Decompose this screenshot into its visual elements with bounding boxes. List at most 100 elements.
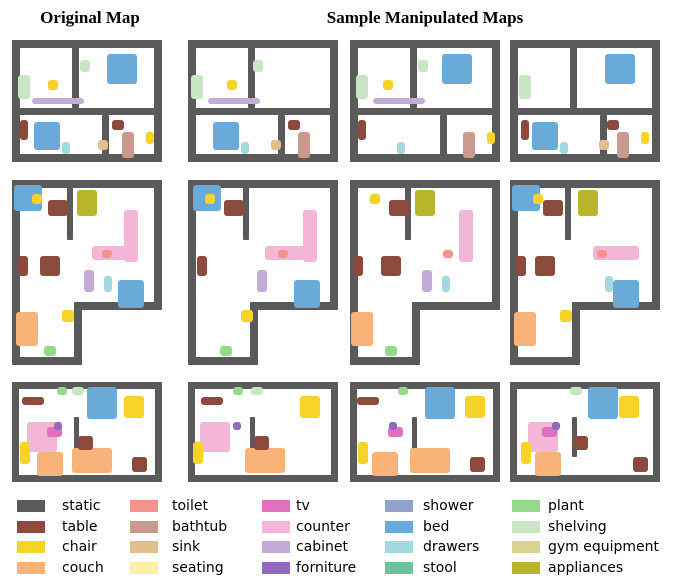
object bbox=[442, 54, 472, 84]
wall bbox=[12, 357, 82, 365]
legend-swatch bbox=[385, 500, 413, 512]
wall bbox=[330, 40, 338, 162]
wall bbox=[350, 382, 357, 482]
wall bbox=[12, 382, 162, 389]
object bbox=[92, 246, 138, 260]
legend-swatch bbox=[262, 562, 290, 574]
wall bbox=[350, 40, 500, 48]
wall bbox=[188, 357, 258, 365]
object bbox=[521, 442, 531, 464]
object bbox=[633, 457, 648, 472]
legend-label: static bbox=[62, 498, 100, 514]
object bbox=[459, 210, 473, 262]
object bbox=[34, 122, 60, 150]
header-left: Original Map bbox=[40, 8, 140, 27]
object bbox=[605, 276, 613, 292]
legend: static table chair couch toilet bathtub sink se… bbox=[17, 498, 660, 576]
object bbox=[224, 200, 244, 216]
object bbox=[107, 54, 137, 84]
legend-label: bed bbox=[423, 519, 449, 535]
wall bbox=[188, 180, 196, 365]
wall bbox=[600, 115, 607, 162]
object bbox=[425, 387, 455, 419]
object bbox=[599, 140, 609, 150]
header-right: Sample Manipulated Maps bbox=[327, 8, 524, 27]
legend-label: gym equipment bbox=[548, 539, 660, 555]
object bbox=[193, 442, 203, 464]
object bbox=[389, 422, 397, 430]
wall bbox=[510, 108, 660, 115]
object bbox=[278, 250, 288, 258]
object bbox=[385, 346, 397, 356]
object bbox=[48, 80, 58, 90]
object bbox=[351, 312, 373, 346]
object bbox=[552, 422, 560, 430]
legend-swatch bbox=[512, 521, 540, 533]
object bbox=[641, 132, 649, 144]
object bbox=[72, 387, 84, 395]
wall bbox=[570, 40, 577, 108]
object bbox=[233, 387, 243, 395]
wall bbox=[154, 40, 162, 162]
wall bbox=[102, 115, 109, 162]
wall bbox=[510, 357, 580, 365]
object bbox=[40, 256, 60, 276]
wall bbox=[412, 302, 500, 310]
wall bbox=[243, 180, 249, 240]
wall bbox=[331, 382, 338, 482]
legend-swatch bbox=[385, 562, 413, 574]
object bbox=[397, 142, 405, 154]
object bbox=[122, 132, 134, 158]
object bbox=[521, 120, 529, 140]
object bbox=[146, 132, 154, 144]
wall bbox=[188, 382, 195, 482]
object bbox=[87, 387, 117, 419]
wall bbox=[572, 302, 580, 365]
wall bbox=[250, 417, 255, 457]
object bbox=[607, 120, 619, 130]
wall bbox=[350, 382, 500, 389]
object bbox=[18, 256, 28, 276]
legend-swatch bbox=[512, 541, 540, 553]
legend-swatch bbox=[130, 562, 158, 574]
wall bbox=[565, 180, 571, 240]
object bbox=[514, 312, 536, 346]
wall bbox=[188, 40, 196, 162]
wall bbox=[510, 154, 660, 162]
wall bbox=[74, 302, 82, 365]
object bbox=[233, 422, 241, 430]
wall bbox=[350, 108, 500, 115]
wall bbox=[493, 382, 500, 482]
object bbox=[253, 60, 263, 72]
wall bbox=[510, 180, 660, 188]
object bbox=[118, 280, 144, 308]
legend-label: tv bbox=[296, 498, 310, 514]
object bbox=[381, 256, 401, 276]
object bbox=[358, 442, 368, 464]
wall bbox=[412, 302, 420, 365]
object bbox=[372, 452, 398, 476]
legend-swatch bbox=[17, 562, 45, 574]
object bbox=[487, 132, 495, 144]
object bbox=[18, 75, 30, 99]
object bbox=[227, 80, 237, 90]
object bbox=[560, 142, 568, 154]
wall bbox=[350, 180, 500, 188]
object bbox=[389, 200, 409, 216]
wall bbox=[510, 382, 660, 389]
object bbox=[597, 250, 607, 258]
wall bbox=[154, 180, 162, 308]
object bbox=[102, 250, 112, 258]
wall bbox=[652, 180, 660, 308]
object bbox=[298, 132, 310, 158]
legend-label: stool bbox=[423, 560, 457, 576]
object bbox=[57, 387, 67, 395]
object bbox=[535, 256, 555, 276]
wall bbox=[155, 382, 162, 482]
legend-label: plant bbox=[548, 498, 584, 514]
wall bbox=[350, 154, 500, 162]
object bbox=[48, 200, 68, 216]
wall bbox=[350, 40, 358, 162]
maps bbox=[12, 40, 660, 482]
object bbox=[200, 422, 230, 452]
